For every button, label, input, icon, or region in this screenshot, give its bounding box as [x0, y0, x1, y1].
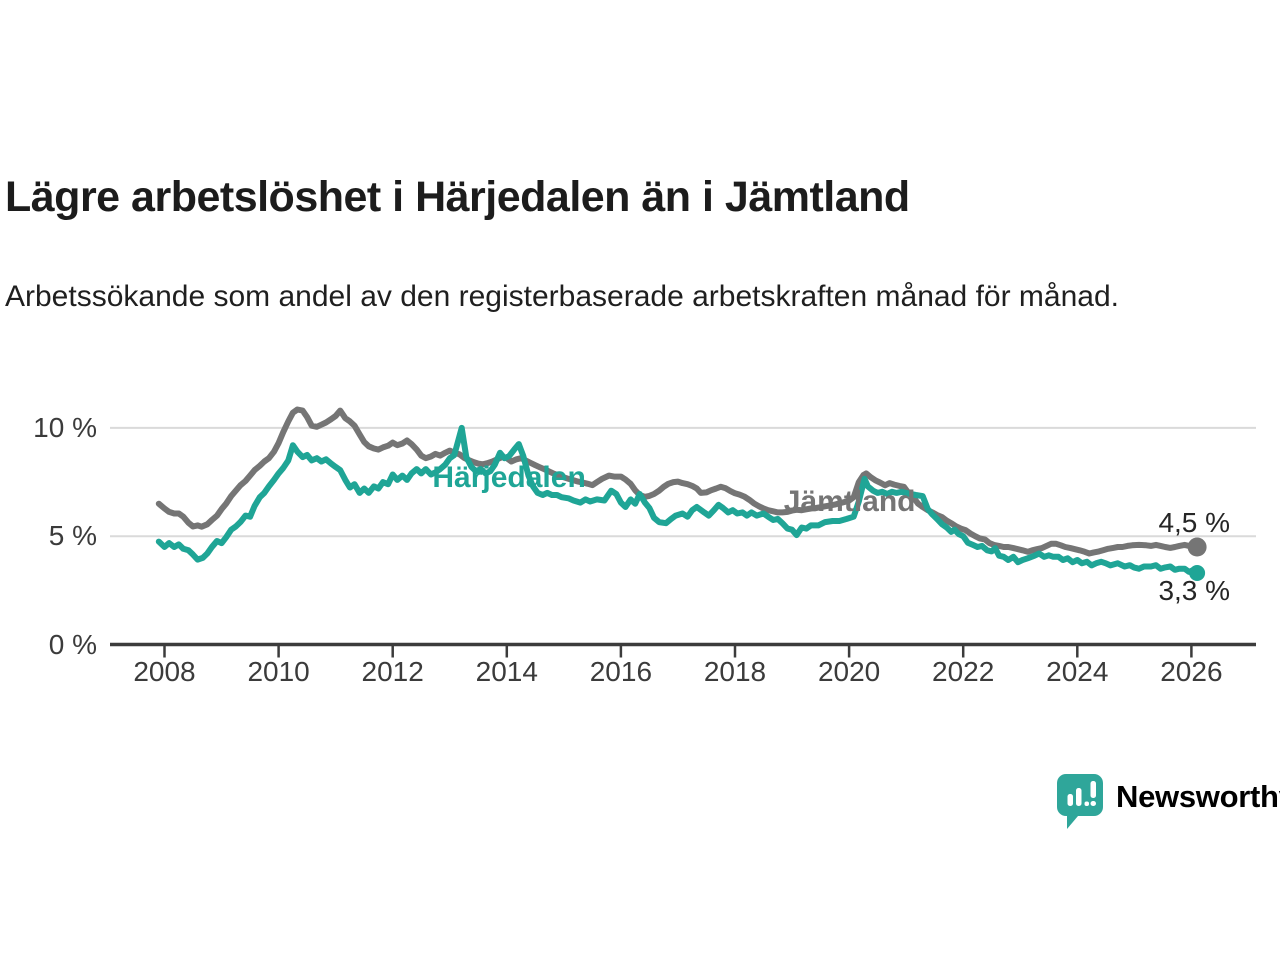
- x-axis-label: 2012: [361, 656, 424, 687]
- newsworthy-logo: Newsworthy: [1056, 773, 1280, 831]
- y-axis-label: 5 %: [48, 520, 97, 552]
- series-line-jämtland: [155, 406, 1201, 557]
- series-label-jamtland: Jämtland: [783, 484, 916, 518]
- x-axis-label: 2008: [133, 656, 196, 687]
- series-label-harjedalen: Härjedalen: [432, 460, 586, 494]
- x-axis-label: 2014: [475, 656, 538, 687]
- page-title: Lägre arbetslöshet i Härjedalen än i Jäm…: [5, 172, 910, 221]
- y-axis-label: 10 %: [33, 411, 97, 443]
- series-end-dot-härjedalen: [1189, 565, 1206, 582]
- x-axis-label: 2010: [247, 656, 310, 687]
- newsworthy-logo-icon: [1057, 774, 1103, 829]
- x-axis-label: 2020: [817, 656, 881, 687]
- x-axis-label: 2022: [932, 656, 995, 687]
- series-end-dot-jämtland: [1187, 537, 1207, 557]
- end-value-label-harjedalen: 3,3 %: [1158, 574, 1231, 606]
- x-axis-label: 2016: [589, 656, 653, 687]
- x-axis-label: 2024: [1046, 656, 1109, 687]
- chart-subtitle: Arbetssökande som andel av den registerb…: [5, 280, 1119, 313]
- series-line-härjedalen: [155, 424, 1201, 576]
- end-value-label-jamtland: 4,5 %: [1158, 506, 1231, 538]
- x-axis-label: 2018: [703, 656, 767, 687]
- x-axis-label: 2026: [1160, 656, 1223, 687]
- brand-name: Newsworthy: [1116, 779, 1280, 814]
- y-axis-label: 0 %: [48, 628, 97, 660]
